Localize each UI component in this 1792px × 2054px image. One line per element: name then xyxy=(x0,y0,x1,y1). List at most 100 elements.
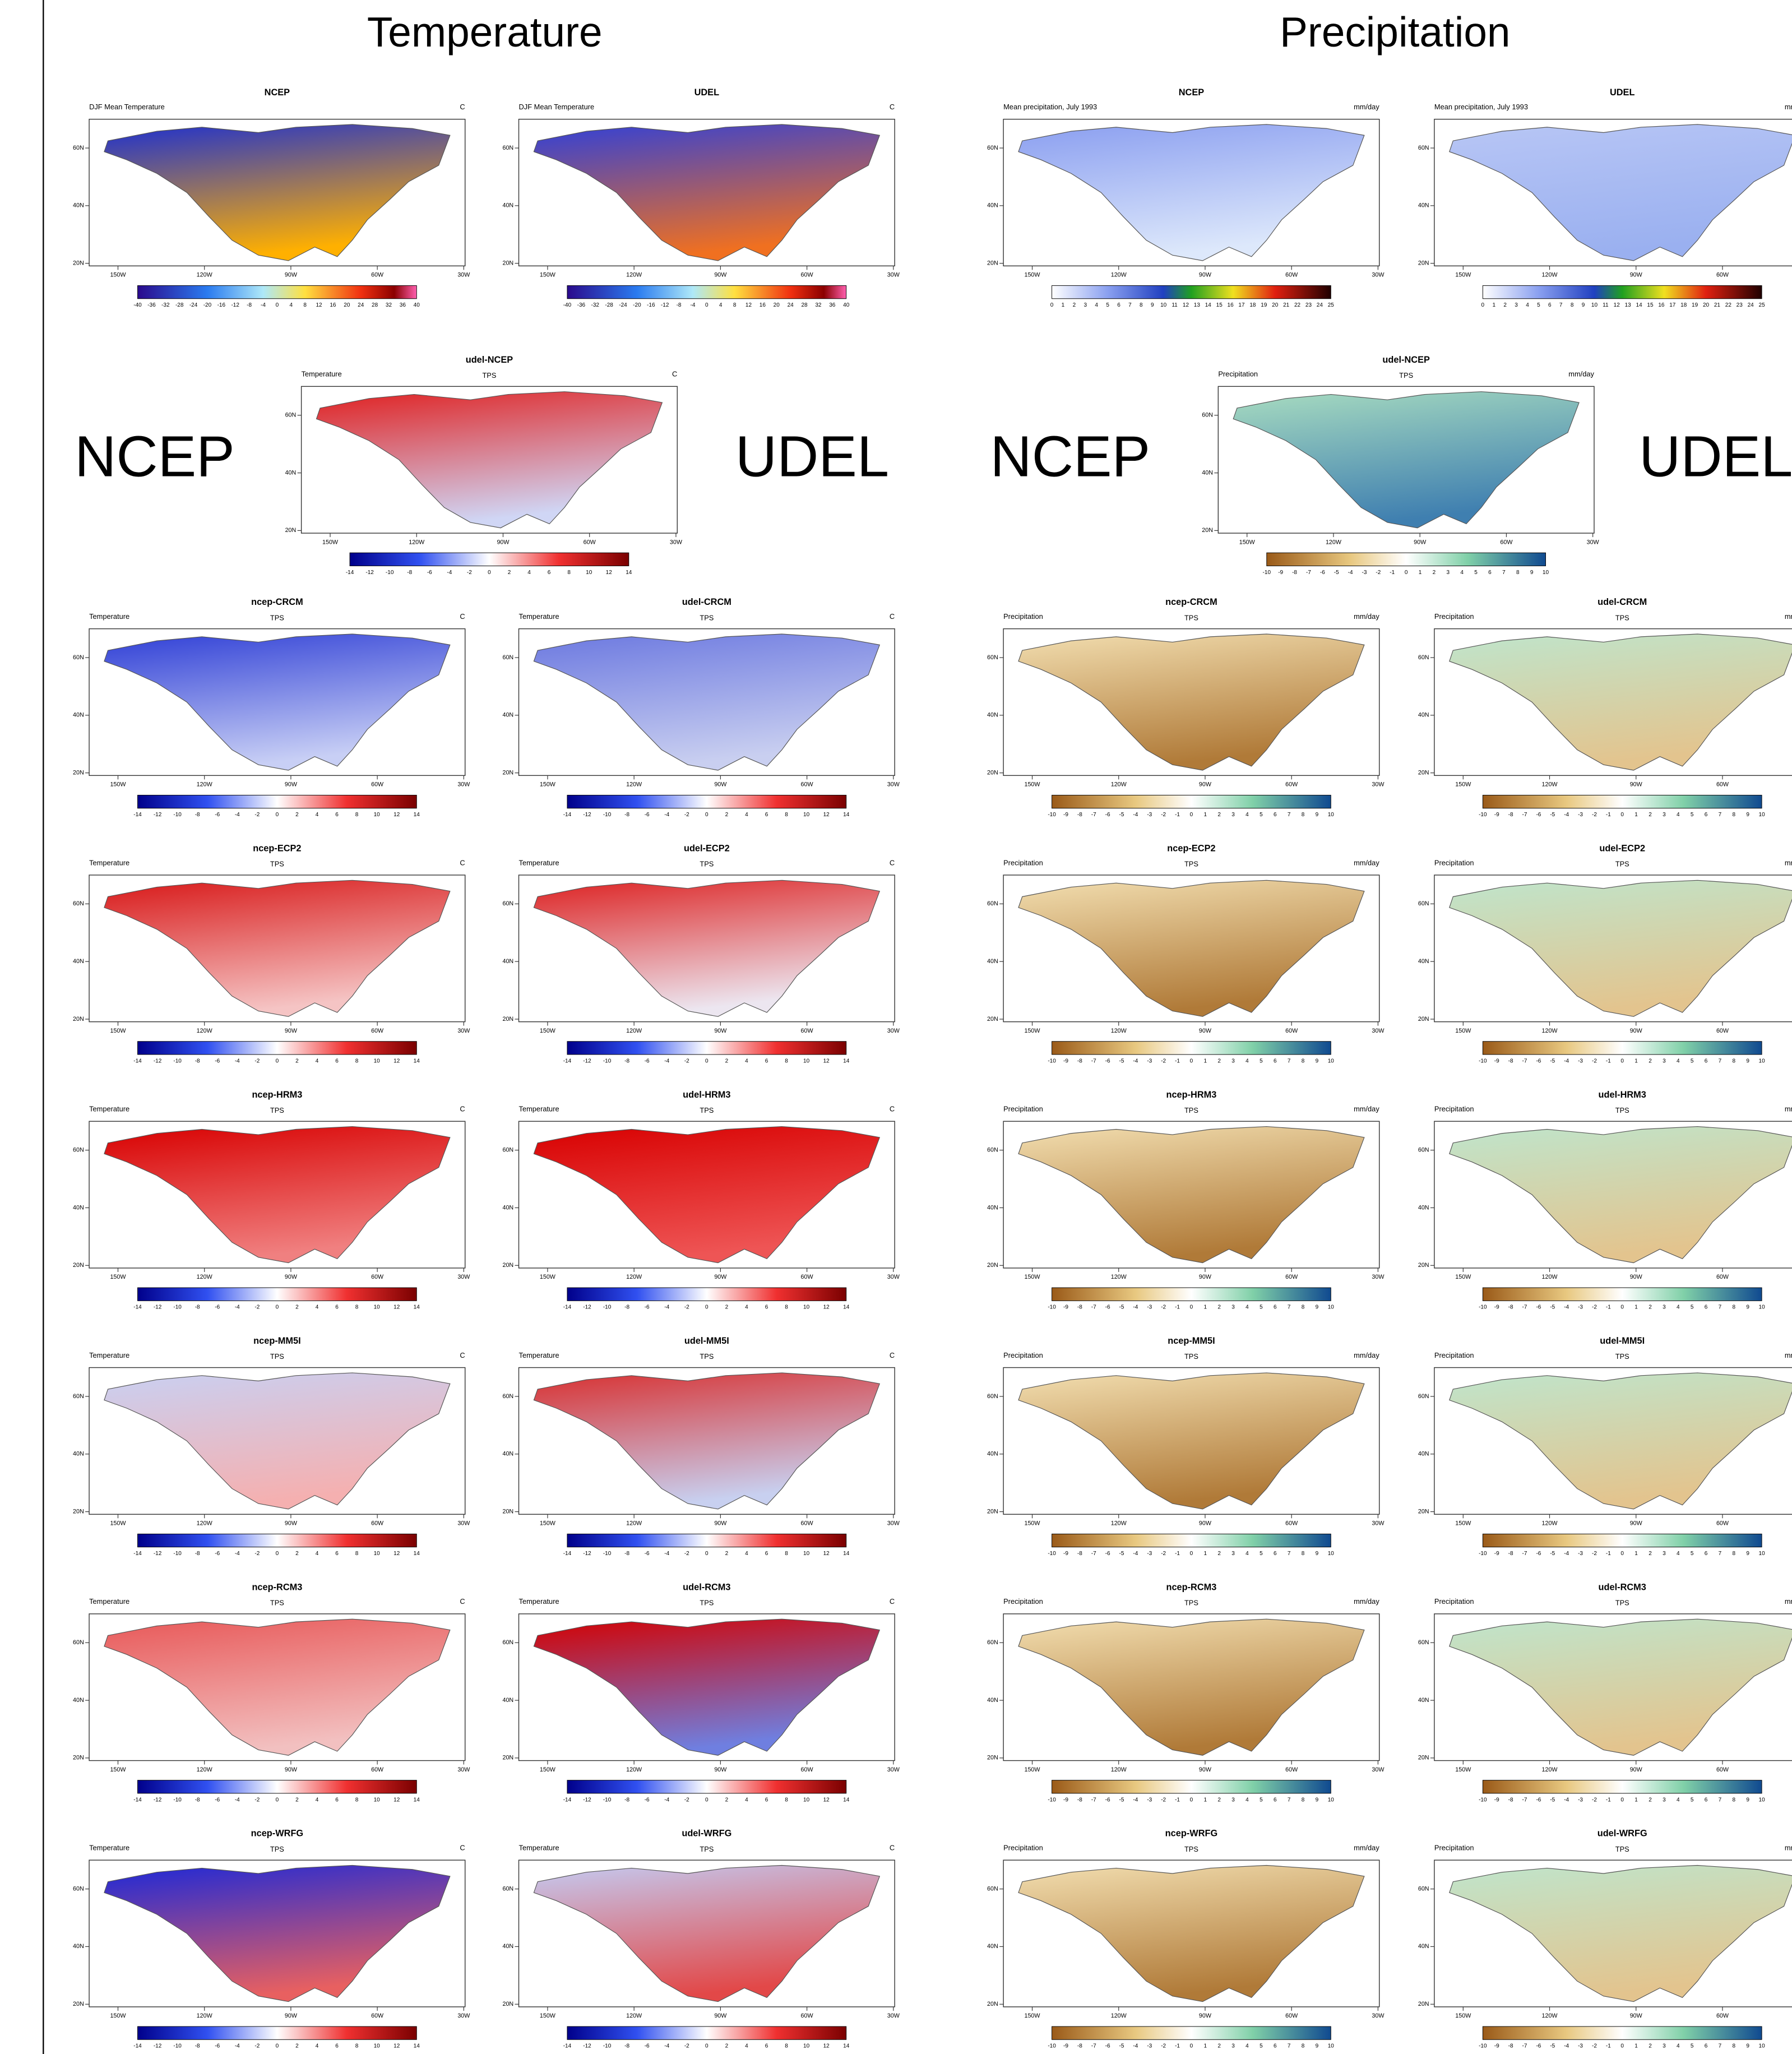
lon-tick-label: 90W xyxy=(1414,539,1427,545)
lon-tick-label: 90W xyxy=(1630,1028,1643,1034)
lon-tick-label: 120W xyxy=(1111,1028,1127,1034)
colorbar-label: -2 xyxy=(684,1058,689,1064)
colorbar-label: 14 xyxy=(843,1058,850,1064)
lat-tick-label: 40N xyxy=(987,1697,998,1704)
colorbar-label: -8 xyxy=(624,1797,629,1803)
colorbar-label: 0 xyxy=(276,1304,279,1311)
colorbar-label: -1 xyxy=(1175,1551,1180,1557)
colorbar-label: 40 xyxy=(414,302,420,308)
colorbar-label: 2 xyxy=(295,2043,299,2050)
colorbar-label: 13 xyxy=(1625,302,1632,308)
colorbar-label: -9 xyxy=(1063,1304,1068,1311)
colorbar-label: 9 xyxy=(1316,1304,1319,1311)
colorbar-label: -6 xyxy=(215,1797,220,1803)
colorbar-label: 4 xyxy=(289,302,293,308)
panel-title: udel-CRCM xyxy=(682,597,731,607)
panel-title: ncep-RCM3 xyxy=(1166,1582,1216,1592)
colorbar-label: 5 xyxy=(1691,1058,1694,1064)
colorbar-label: 6 xyxy=(1705,1551,1708,1557)
colorbar-label: 5 xyxy=(1691,1304,1694,1311)
colorbar-label: 7 xyxy=(1719,1058,1722,1064)
colorbar-label: -8 xyxy=(1077,1304,1082,1311)
colorbar-label: 2 xyxy=(1503,302,1507,308)
colorbar-label: -9 xyxy=(1063,1551,1068,1557)
colorbar-label: 7 xyxy=(1288,812,1291,818)
lon-tick-label: 120W xyxy=(197,1274,213,1280)
colorbar-label: -2 xyxy=(254,1551,260,1557)
colorbar-label: -7 xyxy=(1522,1797,1527,1803)
colorbar-label: 2 xyxy=(725,812,729,818)
lon-tick-label: 90W xyxy=(1630,1766,1643,1773)
colorbar-label: -2 xyxy=(1161,1058,1166,1064)
panel-units: C xyxy=(460,1597,465,1606)
colorbar-label: -10 xyxy=(173,1058,182,1064)
colorbar-label: -1 xyxy=(1175,1058,1180,1064)
colorbar-label: 32 xyxy=(386,302,392,308)
colorbar-label: 12 xyxy=(823,1058,830,1064)
colorbar-label: 1 xyxy=(1419,570,1422,576)
colorbar-label: 2 xyxy=(295,1797,299,1803)
colorbar-label: 4 xyxy=(1245,2043,1249,2050)
colorbar-label: -4 xyxy=(1564,1304,1569,1311)
panel-title: ncep-WRFG xyxy=(1165,1829,1218,1839)
colorbar-label: -6 xyxy=(645,2043,650,2050)
lat-tick-label: 60N xyxy=(987,1393,998,1400)
colorbar-label: -10 xyxy=(603,1797,612,1803)
lat-tick-label: 40N xyxy=(73,1943,84,1950)
lon-tick-label: 90W xyxy=(285,1520,298,1526)
colorbar-label: 9 xyxy=(1316,1551,1319,1557)
lat-tick-label: 40N xyxy=(502,1204,513,1211)
colorbar-label: -3 xyxy=(1362,570,1367,576)
colorbar-label: -2 xyxy=(1592,1058,1597,1064)
lon-tick-label: 150W xyxy=(540,1520,556,1526)
colorbar-label: -3 xyxy=(1578,1058,1583,1064)
colorbar-label: -32 xyxy=(161,302,170,308)
lat-tick-label: 60N xyxy=(73,1393,84,1400)
colorbar-label: -10 xyxy=(603,2043,612,2050)
colorbar-label: 0 xyxy=(276,812,279,818)
lon-tick-label: 90W xyxy=(285,1028,298,1034)
lat-tick-label: 60N xyxy=(1418,654,1429,661)
colorbar-label: -7 xyxy=(1306,570,1311,576)
lat-tick-label: 60N xyxy=(73,654,84,661)
lon-tick-label: 150W xyxy=(110,1274,126,1280)
colorbar-label: 6 xyxy=(1117,302,1120,308)
colorbar-label: 6 xyxy=(1705,812,1708,818)
colorbar-label: -6 xyxy=(1105,1797,1110,1803)
map-field xyxy=(1018,880,1365,1017)
colorbar-label: -9 xyxy=(1494,2043,1499,2050)
colorbar-label: 0 xyxy=(705,1551,709,1557)
colorbar-label: -7 xyxy=(1091,2043,1096,2050)
colorbar-label: -16 xyxy=(217,302,226,308)
colorbar-label: 24 xyxy=(788,302,794,308)
colorbar-label: -10 xyxy=(1048,1304,1056,1311)
colorbar-label: 6 xyxy=(335,1551,339,1557)
column-title: Precipitation xyxy=(1280,8,1510,55)
colorbar-label: 0 xyxy=(1190,1797,1193,1803)
lon-tick-label: 120W xyxy=(1542,1766,1558,1773)
colorbar-label: 8 xyxy=(785,2043,788,2050)
colorbar-label: 1 xyxy=(1204,1797,1207,1803)
lon-tick-label: 150W xyxy=(1024,2013,1040,2019)
colorbar-label: -2 xyxy=(1376,570,1381,576)
colorbar-label: -9 xyxy=(1494,1797,1499,1803)
lat-tick-label: 60N xyxy=(987,1885,998,1892)
lon-tick-label: 120W xyxy=(1111,1274,1127,1280)
colorbar-label: 14 xyxy=(414,812,420,818)
colorbar-label: -9 xyxy=(1063,812,1068,818)
colorbar-label: -4 xyxy=(1564,812,1569,818)
colorbar-label: -5 xyxy=(1119,2043,1124,2050)
colorbar-label: -10 xyxy=(173,812,182,818)
colorbar-label: 3 xyxy=(1231,1797,1235,1803)
colorbar-label: -4 xyxy=(235,1304,240,1311)
colorbar-label: -1 xyxy=(1606,812,1611,818)
lat-tick-label: 40N xyxy=(1418,1697,1429,1704)
colorbar-label: -6 xyxy=(645,1551,650,1557)
colorbar-label: 9 xyxy=(1151,302,1154,308)
map-field xyxy=(104,1865,451,2002)
map-field xyxy=(533,124,881,261)
colorbar-label: -14 xyxy=(133,1058,142,1064)
colorbar-label: -5 xyxy=(1550,1551,1555,1557)
colorbar xyxy=(137,1533,417,1548)
lat-tick-label: 40N xyxy=(73,958,84,965)
